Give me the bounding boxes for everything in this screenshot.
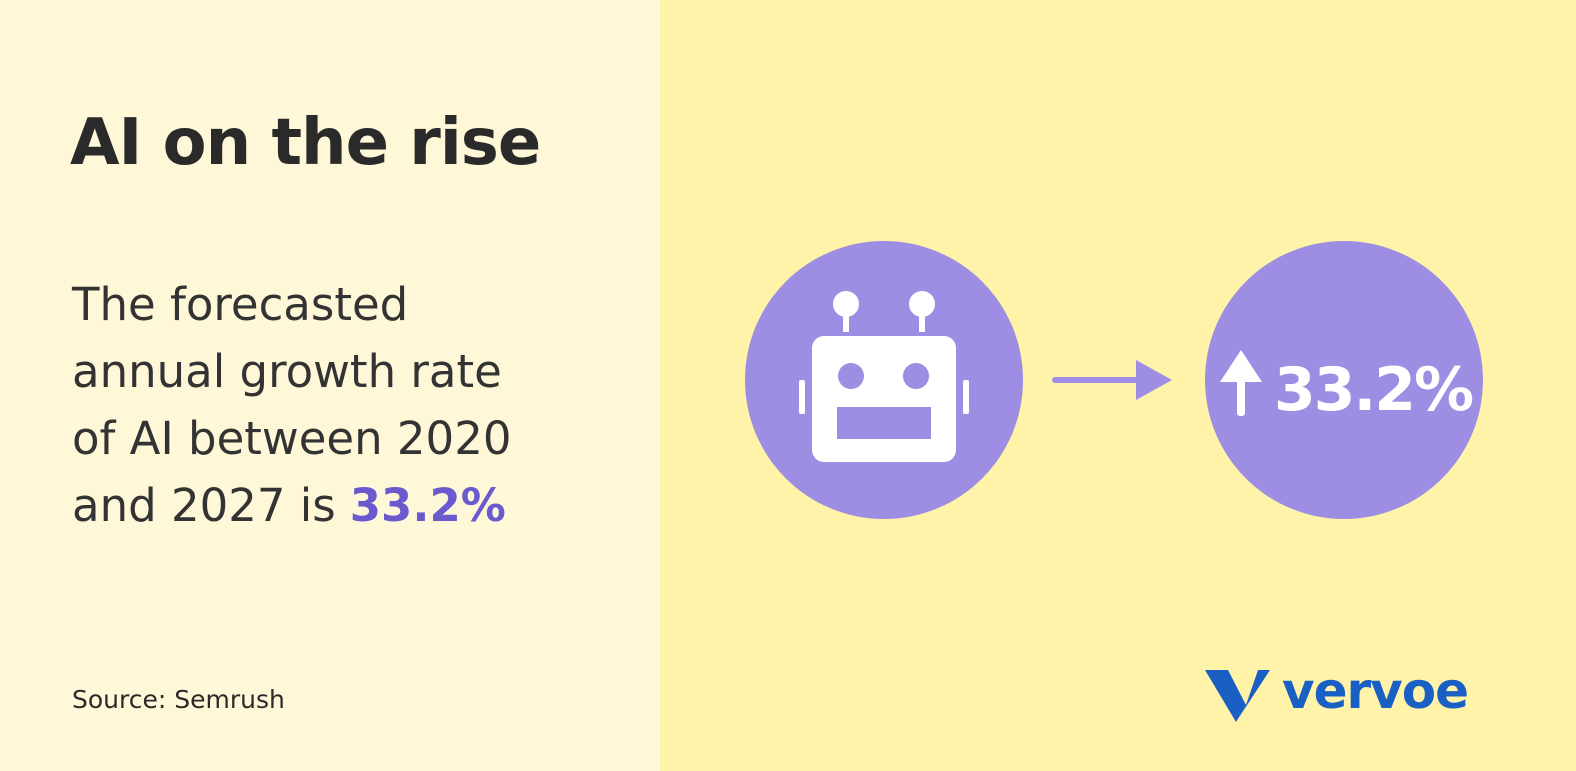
stat-badge (1205, 241, 1483, 519)
body-line: The forecasted (71, 278, 408, 331)
body-line: and 2027 is 33.2% (72, 479, 506, 532)
stat-value: 33.2% (1274, 355, 1473, 425)
arrow (1052, 360, 1172, 400)
body-line: of AI between 2020 (72, 412, 511, 465)
left-panel (0, 0, 660, 771)
logo-mark (1205, 670, 1270, 722)
highlight: 33.2% (350, 479, 506, 532)
body-text: and 2027 is (72, 479, 336, 532)
logo-text: vervoe (1282, 662, 1468, 720)
body-line: annual growth rate (72, 345, 502, 398)
title: AI on the rise (70, 106, 540, 180)
robot-icon (745, 241, 1023, 519)
source: Source: Semrush (72, 685, 285, 714)
